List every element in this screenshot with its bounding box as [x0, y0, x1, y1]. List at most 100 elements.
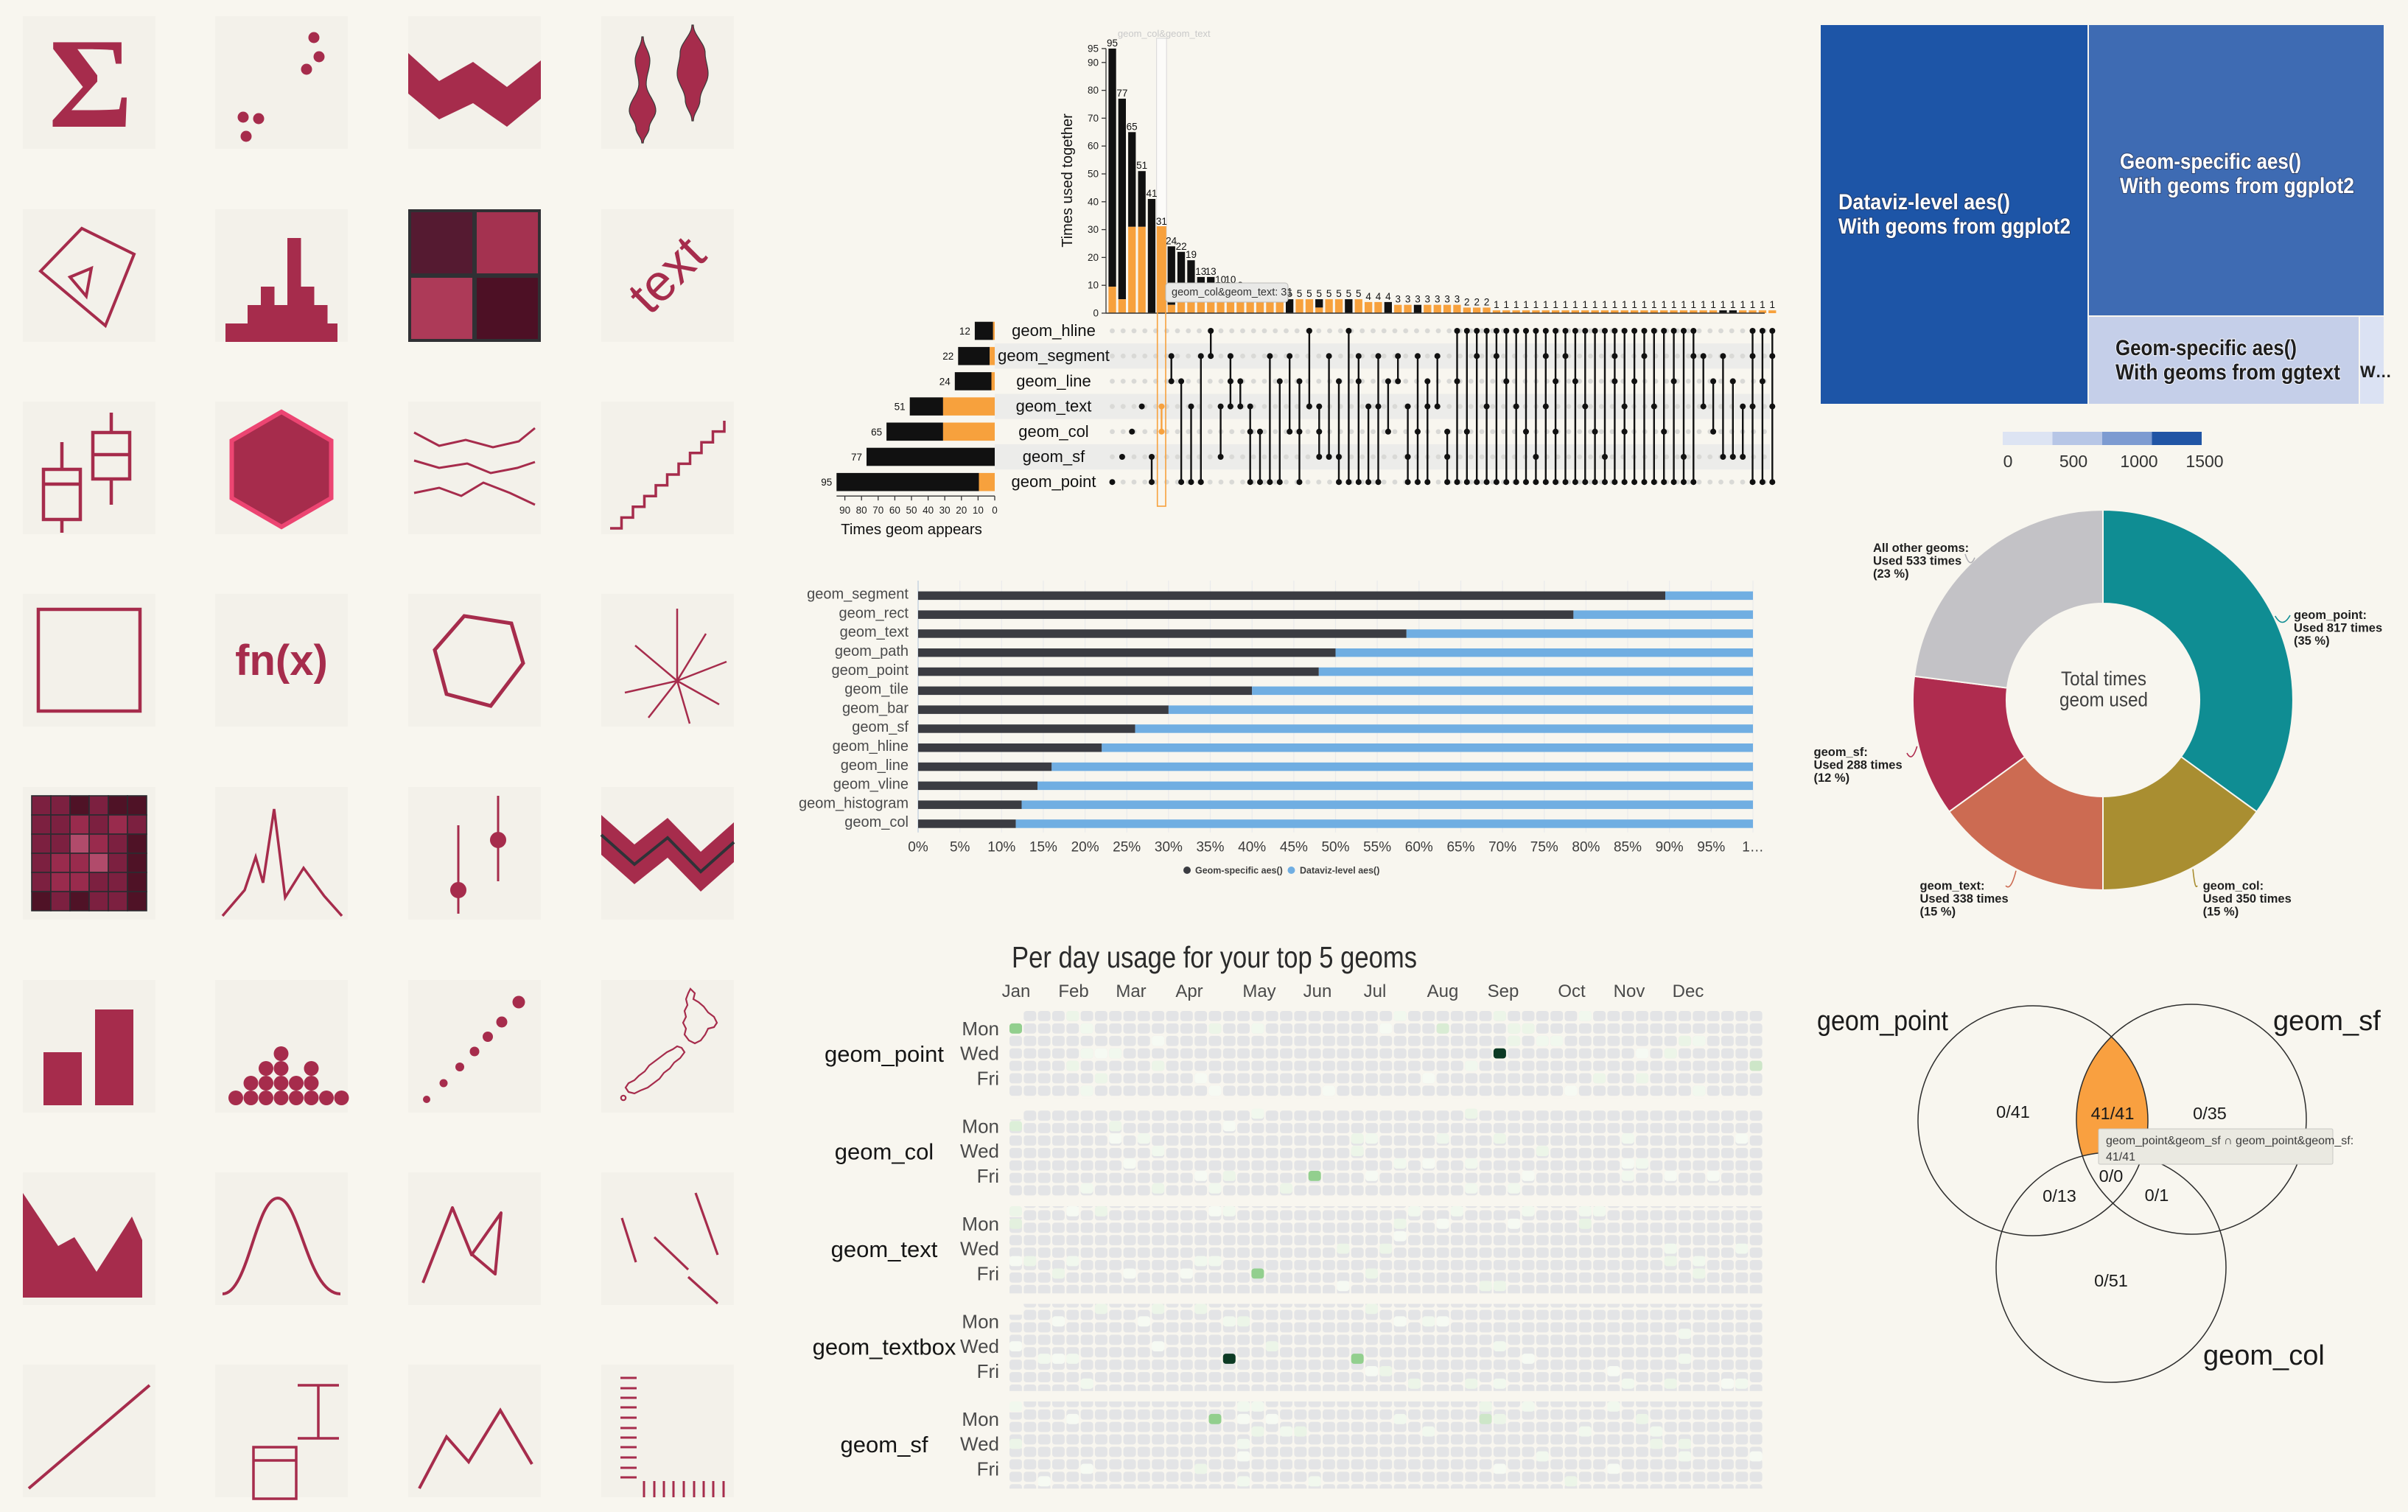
svg-text:1: 1: [1572, 299, 1578, 310]
svg-text:geom_line: geom_line: [1016, 371, 1091, 390]
svg-text:1: 1: [1563, 299, 1569, 310]
svg-text:Fri: Fri: [977, 1457, 999, 1480]
svg-text:20: 20: [1088, 252, 1099, 263]
svg-text:Apr: Apr: [1175, 981, 1203, 1001]
svg-text:60: 60: [1088, 141, 1099, 152]
svg-text:10%: 10%: [987, 840, 1015, 855]
svg-text:geom_sf:: geom_sf:: [1814, 746, 1868, 759]
svg-text:1: 1: [1494, 299, 1499, 310]
svg-text:25%: 25%: [1113, 840, 1141, 855]
svg-text:90%: 90%: [1656, 840, 1684, 855]
svg-text:Per day usage for your top 5 g: Per day usage for your top 5 geoms: [1012, 940, 1417, 974]
svg-text:Geom-specific aes(): Geom-specific aes(): [2115, 336, 2297, 360]
svg-text:1: 1: [1730, 299, 1736, 310]
svg-text:90: 90: [1088, 57, 1099, 68]
svg-text:Jun: Jun: [1303, 981, 1332, 1001]
svg-text:Used 533 times: Used 533 times: [1873, 555, 1961, 568]
svg-text:(12 %): (12 %): [1814, 771, 1850, 785]
svg-text:Total times: Total times: [2061, 668, 2146, 690]
svg-text:22: 22: [1176, 241, 1187, 252]
svg-text:1: 1: [1523, 299, 1529, 310]
svg-text:24: 24: [939, 376, 951, 387]
svg-text:12: 12: [959, 326, 970, 337]
svg-text:13: 13: [1195, 266, 1206, 277]
svg-text:5%: 5%: [950, 840, 970, 855]
svg-text:Fri: Fri: [977, 1360, 999, 1382]
svg-text:Fri: Fri: [977, 1067, 999, 1089]
svg-text:Mon: Mon: [962, 1408, 999, 1430]
svg-text:1: 1: [1631, 299, 1637, 310]
svg-text:5: 5: [1317, 288, 1323, 299]
svg-text:(15 %): (15 %): [1920, 905, 1956, 918]
svg-text:May: May: [1242, 981, 1275, 1001]
svg-text:3: 3: [1444, 294, 1450, 305]
svg-text:3: 3: [1435, 294, 1441, 305]
svg-text:geom_point: geom_point: [1817, 1006, 1948, 1037]
svg-text:1: 1: [1553, 299, 1558, 310]
svg-text:Feb: Feb: [1058, 981, 1088, 1001]
svg-text:Used 350 times: Used 350 times: [2203, 892, 2292, 906]
svg-text:Jul: Jul: [1364, 981, 1387, 1001]
svg-text:geom_sf: geom_sf: [852, 719, 909, 735]
svg-text:10: 10: [973, 505, 984, 516]
svg-text:1: 1: [1612, 299, 1618, 310]
svg-text:1: 1: [1661, 299, 1667, 310]
svg-text:45%: 45%: [1280, 840, 1308, 855]
svg-text:Mon: Mon: [962, 1115, 999, 1137]
svg-text:1: 1: [1533, 299, 1539, 310]
svg-text:40%: 40%: [1238, 840, 1266, 855]
svg-text:geom_path: geom_path: [835, 643, 909, 659]
svg-text:5: 5: [1346, 288, 1352, 299]
svg-text:geom_histogram: geom_histogram: [799, 795, 909, 811]
svg-text:95: 95: [1107, 38, 1118, 49]
svg-text:Used 338 times: Used 338 times: [1920, 892, 2009, 906]
svg-text:1: 1: [1671, 299, 1677, 310]
svg-text:75%: 75%: [1530, 840, 1558, 855]
svg-text:65: 65: [871, 427, 882, 438]
svg-text:41: 41: [1146, 188, 1157, 199]
svg-text:geom_col&geom_text: 31: geom_col&geom_text: 31: [1172, 287, 1292, 298]
svg-text:85%: 85%: [1614, 840, 1642, 855]
svg-text:geom_vline: geom_vline: [833, 777, 909, 793]
svg-text:1: 1: [1701, 299, 1707, 310]
svg-text:22: 22: [942, 351, 953, 362]
svg-text:geom_sf: geom_sf: [1023, 447, 1085, 466]
svg-text:5: 5: [1356, 288, 1362, 299]
svg-text:geom_text:: geom_text:: [1920, 879, 1985, 892]
svg-text:30: 30: [939, 505, 951, 516]
svg-text:geom_point: geom_point: [825, 1041, 944, 1067]
svg-text:(23 %): (23 %): [1873, 567, 1909, 581]
svg-text:geom_sf: geom_sf: [2273, 1006, 2381, 1037]
svg-text:2: 2: [1474, 296, 1480, 307]
svg-text:90: 90: [839, 505, 850, 516]
svg-text:1: 1: [1543, 299, 1549, 310]
svg-text:0/41: 0/41: [1996, 1102, 2030, 1121]
svg-text:50: 50: [1088, 169, 1099, 180]
svg-text:10: 10: [1088, 280, 1099, 291]
svg-text:All other geoms:: All other geoms:: [1873, 542, 1969, 555]
svg-text:60: 60: [889, 505, 900, 516]
svg-text:20: 20: [956, 505, 967, 516]
svg-text:geom_point: geom_point: [1012, 472, 1096, 491]
svg-text:1: 1: [1651, 299, 1657, 310]
svg-text:1: 1: [1770, 299, 1776, 310]
svg-text:0: 0: [992, 505, 998, 516]
svg-text:geom_segment: geom_segment: [807, 587, 909, 603]
svg-text:0/0: 0/0: [2099, 1166, 2124, 1186]
svg-text:text: text: [617, 225, 716, 324]
svg-text:geom_sf: geom_sf: [841, 1432, 928, 1457]
svg-text:5: 5: [1326, 288, 1332, 299]
svg-text:Times geom appears: Times geom appears: [841, 521, 982, 538]
svg-text:0%: 0%: [908, 840, 928, 855]
svg-text:3: 3: [1405, 294, 1411, 305]
svg-text:4: 4: [1385, 291, 1391, 302]
svg-text:Wed: Wed: [960, 1140, 999, 1162]
svg-text:55%: 55%: [1363, 840, 1391, 855]
svg-text:With geoms from ggplot2: With geoms from ggplot2: [2120, 174, 2354, 198]
svg-text:geom_text: geom_text: [831, 1236, 938, 1262]
svg-text:1…: 1…: [1742, 840, 1764, 855]
svg-text:Jan: Jan: [1002, 981, 1031, 1001]
svg-text:0: 0: [1093, 308, 1099, 319]
svg-text:1: 1: [1681, 299, 1687, 310]
svg-text:W…: W…: [2360, 363, 2392, 381]
